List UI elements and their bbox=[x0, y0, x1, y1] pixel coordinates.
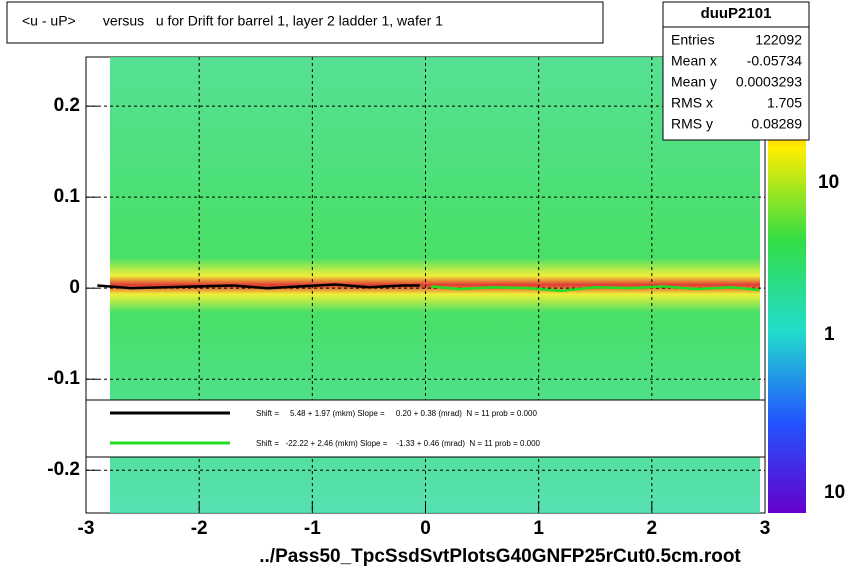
y-tick-label: 0 bbox=[69, 277, 80, 298]
scale-label: 10 bbox=[818, 172, 839, 193]
stats-value: 0.0003293 bbox=[736, 74, 802, 90]
y-tick-label: 0.2 bbox=[54, 95, 80, 116]
stats-box bbox=[662, 1, 810, 141]
stats-key: Entries bbox=[671, 32, 715, 48]
x-tick-label: 3 bbox=[760, 518, 771, 539]
x-tick-label: 1 bbox=[533, 518, 544, 539]
chart-title: <u - uP> versus u for Drift for barrel 1… bbox=[22, 13, 443, 29]
stats-key: Mean x bbox=[671, 53, 717, 69]
stats-key: Mean y bbox=[671, 74, 717, 90]
x-tick-label: 0 bbox=[420, 518, 431, 539]
title-box bbox=[6, 1, 604, 44]
y-tick-label: -0.1 bbox=[47, 368, 80, 389]
stats-value: -0.05734 bbox=[747, 53, 802, 69]
x-tick-label: -3 bbox=[78, 518, 95, 539]
stats-key: RMS x bbox=[671, 95, 713, 111]
y-tick-label: -0.2 bbox=[47, 459, 80, 480]
scale-label: 1 bbox=[824, 324, 835, 345]
stats-value: 1.705 bbox=[767, 95, 802, 111]
x-tick-label: -2 bbox=[191, 518, 208, 539]
stats-value: 0.08289 bbox=[751, 116, 802, 132]
stats-title: duuP2101 bbox=[701, 5, 772, 22]
x-axis-label: ../Pass50_TpcSsdSvtPlotsG40GNFP25rCut0.5… bbox=[259, 546, 741, 567]
series-line bbox=[97, 283, 420, 290]
y-tick-label: 0.1 bbox=[54, 186, 81, 207]
scale-label: 10 bbox=[824, 482, 845, 503]
stats-key: RMS y bbox=[671, 116, 713, 132]
x-tick-label: 2 bbox=[647, 518, 658, 539]
legend bbox=[85, 399, 766, 458]
series-line bbox=[431, 285, 760, 293]
legend-label: Shift = -22.22 + 2.46 (mkm) Slope = -1.3… bbox=[256, 439, 541, 448]
x-tick-label: -1 bbox=[304, 518, 321, 539]
legend-label: Shift = 5.48 + 1.97 (mkm) Slope = 0.20 +… bbox=[256, 409, 537, 418]
stats-value: 122092 bbox=[755, 32, 802, 48]
